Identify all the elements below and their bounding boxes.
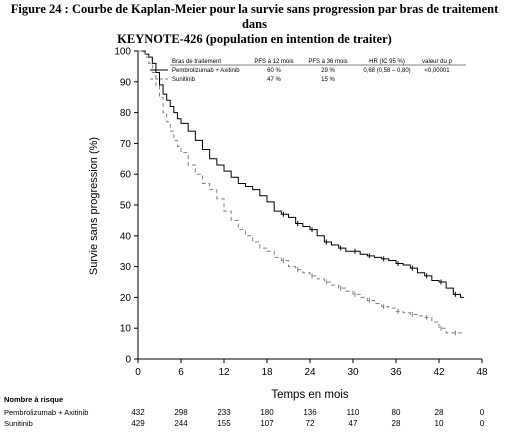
y-tick-label: 10 — [120, 324, 132, 335]
risk-count: 47 — [349, 419, 358, 428]
risk-count: 10 — [435, 419, 444, 428]
risk-count: 233 — [217, 408, 231, 417]
legend-header-pfs12: PFS à 12 mois — [254, 59, 293, 65]
risk-count: 110 — [347, 408, 360, 417]
survival-curve-pembrolizumab-axitinib — [138, 50, 465, 298]
y-tick-label: 100 — [114, 47, 131, 58]
risk-row-label: Pembrolizumab + Axitinib — [4, 408, 88, 417]
x-tick-label: 42 — [433, 367, 445, 378]
x-tick-label: 30 — [347, 367, 359, 378]
legend-header-pval: valeur du p — [422, 59, 452, 65]
risk-count: 244 — [174, 419, 188, 428]
risk-count: 429 — [131, 419, 145, 428]
legend-header-hr: HR (IC 95 %) — [369, 59, 405, 65]
x-tick-label: 48 — [476, 367, 488, 378]
figure-title: Figure 24 : Courbe de Kaplan-Meier pour … — [0, 2, 509, 47]
x-tick-label: 36 — [390, 367, 402, 378]
y-tick-label: 50 — [120, 201, 132, 212]
legend-header-pfs36: PFS à 36 mois — [308, 59, 347, 65]
x-tick-label: 6 — [178, 367, 184, 378]
legend-series-name: Sunitinib — [172, 77, 196, 83]
axes: 0 10 20 30 40 50 60 70 80 90 100 0 6 12 18 24 30 36 42 48 — [114, 47, 488, 379]
x-tick-label: 24 — [304, 367, 316, 378]
risk-count: 107 — [260, 419, 274, 428]
y-tick-label: 60 — [120, 170, 132, 181]
legend-pfs36: 29 % — [321, 68, 335, 74]
figure-title-line1: Figure 24 : Courbe de Kaplan-Meier pour … — [10, 2, 499, 31]
risk-count: 155 — [217, 419, 231, 428]
risk-count: 180 — [260, 408, 274, 417]
x-tick-label: 0 — [135, 367, 141, 378]
figure-title-line2: KEYNOTE-426 (population en intention de … — [117, 32, 392, 46]
risk-count: 28 — [392, 419, 401, 428]
legend-pval: <0,00001 — [424, 68, 450, 74]
risk-count: 0 — [480, 408, 485, 417]
x-tick-label: 18 — [261, 367, 273, 378]
risk-count: 432 — [131, 408, 145, 417]
risk-count: 72 — [306, 419, 315, 428]
y-tick-label: 30 — [120, 262, 132, 273]
survival-curves — [138, 50, 465, 336]
legend-series-name: Pembrolizumab + Axitinib — [172, 68, 240, 74]
y-tick-label: 0 — [125, 355, 131, 366]
y-tick-label: 80 — [120, 108, 132, 119]
y-tick-label: 40 — [120, 231, 132, 242]
risk-count: 28 — [435, 408, 444, 417]
risk-table-title: Nombre à risque — [4, 395, 63, 404]
x-axis-label: Temps en mois — [271, 389, 349, 401]
legend-pfs12: 47 % — [267, 77, 281, 83]
x-tick-label: 12 — [218, 367, 230, 378]
legend-pfs36: 15 % — [321, 77, 335, 83]
survival-curve-sunitinib — [138, 50, 465, 334]
legend-header-arm: Bras de traitement — [172, 59, 221, 65]
y-axis-label: Survie sans progression (%) — [88, 137, 100, 275]
risk-table: Nombre à risque Pembrolizumab + Axitinib 4… — [4, 395, 485, 428]
y-tick-label: 70 — [120, 139, 132, 150]
risk-count: 0 — [480, 419, 485, 428]
legend: Bras de traitement PFS à 12 mois PFS à 36 … — [150, 59, 466, 83]
risk-count: 80 — [392, 408, 401, 417]
risk-count: 298 — [174, 408, 188, 417]
legend-pfs12: 60 % — [267, 68, 281, 74]
risk-row-label: Sunitinib — [4, 419, 33, 428]
legend-hr: 0,68 (0,58 – 0,80) — [363, 68, 410, 74]
y-tick-label: 20 — [120, 293, 132, 304]
risk-count: 136 — [303, 408, 317, 417]
y-tick-label: 90 — [120, 77, 132, 88]
